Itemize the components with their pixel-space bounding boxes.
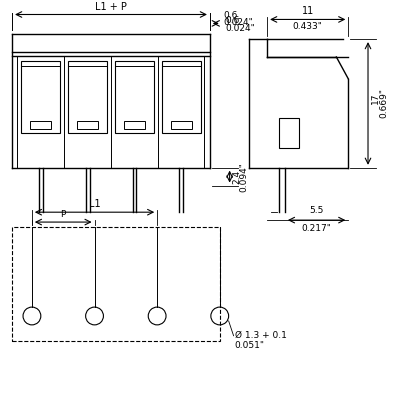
Text: 0.217": 0.217"	[302, 224, 331, 233]
Text: 5.5: 5.5	[309, 206, 324, 215]
Text: 0.669": 0.669"	[379, 88, 388, 118]
Text: 11: 11	[302, 6, 314, 16]
Text: 0.6: 0.6	[224, 12, 238, 20]
Bar	[162, 61, 201, 133]
Text: 0.024": 0.024"	[224, 18, 254, 27]
Text: L1: L1	[89, 199, 100, 209]
Text: P: P	[60, 210, 66, 219]
Text: 17: 17	[371, 93, 380, 104]
Bar	[279, 118, 299, 148]
Bar	[68, 61, 107, 133]
Bar	[171, 121, 192, 129]
Text: 0.024": 0.024"	[226, 24, 256, 33]
Bar	[12, 227, 220, 341]
Text: 2.4: 2.4	[233, 170, 242, 184]
Bar	[77, 121, 98, 129]
Text: 0.051": 0.051"	[235, 341, 265, 350]
Text: 0.094": 0.094"	[239, 162, 248, 192]
Text: L1 + P: L1 + P	[95, 2, 127, 12]
Bar	[115, 61, 154, 133]
Text: 0.433": 0.433"	[293, 22, 323, 32]
Text: Ø 1.3 + 0.1: Ø 1.3 + 0.1	[235, 331, 286, 340]
Bar	[124, 121, 145, 129]
Text: 0.6: 0.6	[226, 16, 240, 25]
Bar	[21, 61, 60, 133]
Bar	[30, 121, 51, 129]
